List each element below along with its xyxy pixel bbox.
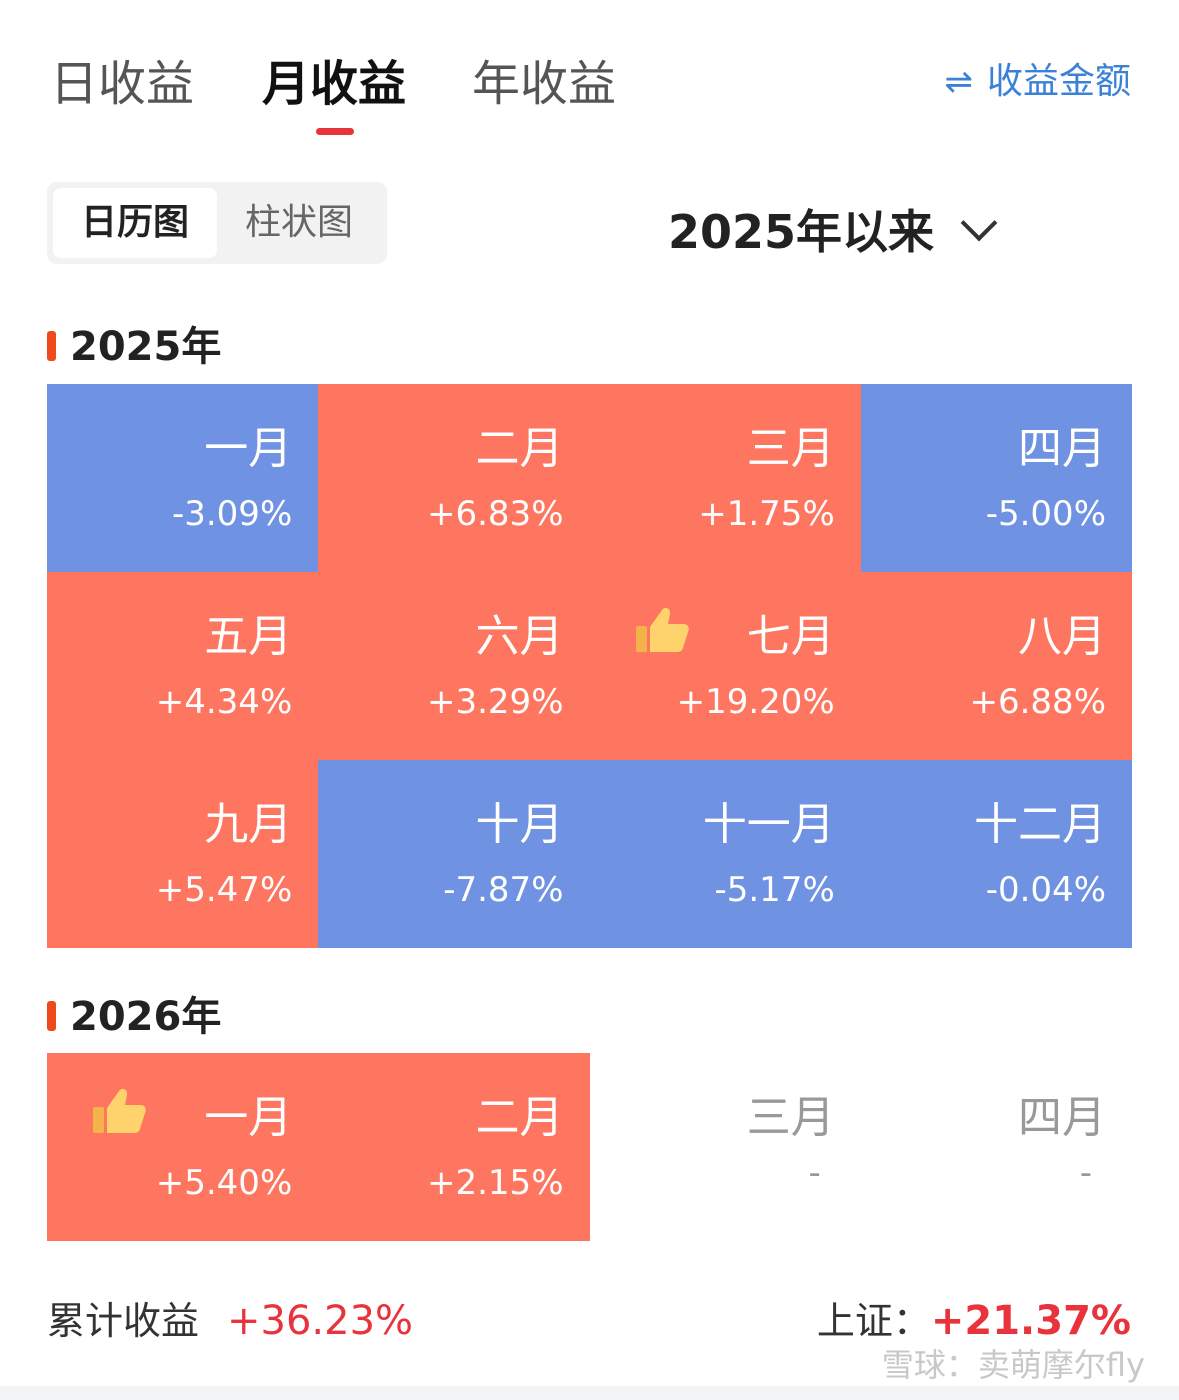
- month-name: 二月: [475, 1092, 564, 1143]
- month-return: +2.15%: [427, 1163, 564, 1203]
- year-heading-label: 2025年: [70, 324, 222, 370]
- month-name: 二月: [475, 423, 564, 474]
- range-select-label: 2025年以来: [668, 205, 935, 259]
- month-cell[interactable]: 六月 +3.29%: [318, 572, 590, 760]
- calendar-view-button[interactable]: 日历图: [53, 188, 217, 258]
- month-return: +1.75%: [698, 494, 835, 534]
- month-cell: 三月 -: [589, 1053, 861, 1241]
- month-cell[interactable]: 八月 +6.88%: [860, 572, 1132, 760]
- month-name: 十月: [475, 799, 564, 850]
- month-name: 五月: [204, 611, 293, 662]
- month-cell[interactable]: 十月 -7.87%: [318, 760, 590, 948]
- month-return: +6.83%: [427, 494, 564, 534]
- month-cell[interactable]: 三月 +1.75%: [589, 384, 861, 572]
- month-name: 十二月: [974, 799, 1106, 850]
- month-return: -: [1079, 1153, 1092, 1193]
- view-switch: 日历图 柱状图: [47, 182, 387, 264]
- month-grid-2026: 一月 +5.40% 二月 +2.15% 三月 - 四月 -: [47, 1053, 1132, 1241]
- index-return: 上证：+21.37%: [817, 1290, 1131, 1345]
- month-cell[interactable]: 九月 +5.47%: [47, 760, 319, 948]
- month-return: +5.47%: [155, 870, 293, 910]
- month-name: 三月: [746, 1092, 835, 1143]
- chevron-down-icon: [960, 204, 998, 242]
- month-return: -0.04%: [985, 870, 1106, 910]
- tab-yearly[interactable]: 年收益: [472, 56, 617, 112]
- month-cell[interactable]: 十一月 -5.17%: [589, 760, 861, 948]
- index-return-value: +21.37%: [930, 1298, 1131, 1344]
- thumbs-up-icon: [91, 1087, 147, 1135]
- bar-view-button[interactable]: 柱状图: [244, 202, 353, 243]
- month-return: +6.88%: [969, 682, 1107, 722]
- month-return: +19.20%: [676, 682, 835, 722]
- month-cell[interactable]: 二月 +6.83%: [318, 384, 590, 572]
- thumbs-up-icon: [634, 606, 690, 654]
- watermark: 雪球：卖萌摩尔fly: [881, 1346, 1145, 1384]
- month-name: 七月: [746, 611, 835, 662]
- month-name: 一月: [204, 1092, 293, 1143]
- month-cell[interactable]: 四月 -5.00%: [860, 384, 1132, 572]
- tab-daily[interactable]: 日收益: [50, 56, 195, 112]
- month-return: +5.40%: [155, 1163, 293, 1203]
- index-return-label: 上证：: [816, 1299, 931, 1343]
- month-cell[interactable]: 七月 +19.20%: [589, 572, 861, 760]
- tab-monthly[interactable]: 月收益: [262, 56, 407, 112]
- month-grid-2025: 一月 -3.09% 二月 +6.83% 三月 +1.75% 四月 -5.00% 五月 +4.34%…: [47, 384, 1132, 948]
- month-return: +3.29%: [427, 682, 564, 722]
- year-heading-label: 2026年: [70, 994, 222, 1040]
- heading-marker: [47, 1001, 56, 1031]
- month-name: 三月: [746, 423, 835, 474]
- month-return: -5.17%: [714, 870, 835, 910]
- range-select[interactable]: 2025年以来: [668, 196, 998, 262]
- month-cell[interactable]: 一月 +5.40%: [47, 1053, 319, 1241]
- month-cell[interactable]: 二月 +2.15%: [318, 1053, 590, 1241]
- month-cell[interactable]: 十二月 -0.04%: [860, 760, 1132, 948]
- year-heading-2025: 2025年: [47, 314, 221, 372]
- year-heading-2026: 2026年: [47, 984, 221, 1042]
- month-cell[interactable]: 五月 +4.34%: [47, 572, 319, 760]
- month-cell[interactable]: 一月 -3.09%: [47, 384, 319, 572]
- swap-icon: ⇌: [944, 62, 973, 102]
- month-name: 一月: [204, 423, 293, 474]
- heading-marker: [47, 331, 56, 361]
- month-cell: 四月 -: [860, 1053, 1132, 1241]
- amount-toggle-label: 收益金额: [986, 61, 1131, 102]
- month-name: 八月: [1018, 611, 1106, 662]
- month-return: +4.34%: [155, 682, 293, 722]
- cumulative-return-value: +36.23%: [227, 1298, 414, 1344]
- amount-toggle-button[interactable]: ⇌ 收益金额: [944, 52, 1131, 104]
- month-return: -5.00%: [985, 494, 1106, 534]
- month-return: -7.87%: [443, 870, 564, 910]
- active-tab-indicator: [316, 128, 354, 135]
- month-name: 九月: [204, 799, 293, 850]
- month-name: 四月: [1018, 423, 1106, 474]
- month-return: -3.09%: [171, 494, 293, 534]
- month-name: 十一月: [702, 799, 835, 850]
- month-name: 六月: [475, 611, 564, 662]
- cumulative-return: 累计收益 +36.23%: [47, 1290, 413, 1345]
- cumulative-return-label: 累计收益: [47, 1299, 200, 1343]
- month-return: -: [808, 1153, 821, 1193]
- month-name: 四月: [1018, 1092, 1106, 1143]
- bottom-strip: [0, 1386, 1179, 1400]
